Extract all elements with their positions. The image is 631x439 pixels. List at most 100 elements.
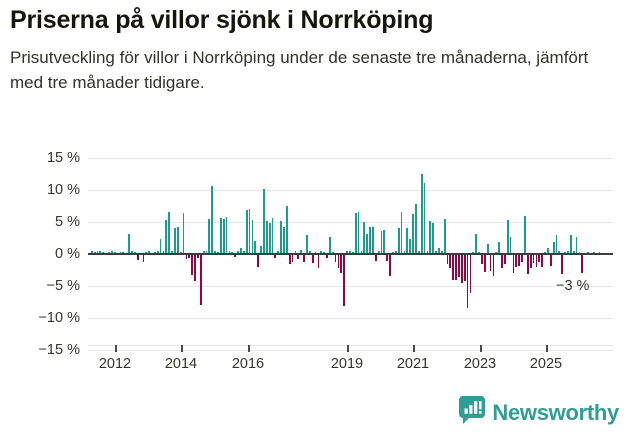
gridline <box>88 190 613 191</box>
x-axis-tick-mark <box>181 345 183 352</box>
x-axis-tick-mark <box>115 345 117 352</box>
bar <box>328 236 331 254</box>
bar <box>219 218 222 254</box>
bar <box>515 254 518 268</box>
bar <box>558 251 561 254</box>
bar <box>438 247 440 254</box>
bar <box>245 209 248 254</box>
bar <box>90 251 93 254</box>
bar <box>343 254 346 307</box>
bar <box>225 216 228 254</box>
bar <box>131 251 133 254</box>
bar <box>285 206 288 254</box>
bar <box>501 254 503 269</box>
bar <box>455 254 457 280</box>
bar <box>389 254 391 277</box>
bar <box>503 254 506 264</box>
bar <box>446 254 449 264</box>
bar <box>357 212 360 254</box>
bar <box>426 251 429 254</box>
x-axis-line <box>88 345 613 346</box>
bar <box>403 250 406 254</box>
bar <box>263 188 265 254</box>
gridline <box>88 222 613 223</box>
bar <box>575 237 578 254</box>
bar <box>458 254 460 278</box>
bar <box>174 227 176 254</box>
bar <box>214 250 216 254</box>
bar <box>96 250 99 254</box>
bar <box>228 251 231 254</box>
bar <box>306 234 308 254</box>
chart-subtitle: Prisutveckling för villor i Norrköping u… <box>10 48 589 92</box>
bar <box>369 227 371 254</box>
bar <box>561 254 564 275</box>
x-axis-tick-label: 2019 <box>330 356 364 372</box>
bar <box>99 251 102 254</box>
bar <box>535 254 538 268</box>
bar <box>483 254 486 272</box>
bar <box>208 219 211 254</box>
bar <box>449 254 452 269</box>
bar <box>372 227 374 254</box>
bar <box>291 254 294 263</box>
bar <box>257 254 260 267</box>
bar <box>492 254 495 276</box>
bar <box>509 236 512 254</box>
newsworthy-wordmark: Newsworthy <box>492 399 619 425</box>
bar <box>280 220 282 254</box>
y-axis-tick-label: 5 % <box>55 213 80 230</box>
x-axis-tick-mark <box>347 345 349 352</box>
bar <box>234 254 237 258</box>
bar <box>294 251 297 254</box>
bar <box>417 251 420 254</box>
bar <box>469 254 472 294</box>
bar <box>386 254 389 262</box>
bar <box>300 250 303 254</box>
bar <box>265 221 268 254</box>
bar <box>254 240 257 254</box>
x-axis-tick-label: 2014 <box>164 356 198 372</box>
bar <box>498 241 500 254</box>
bar <box>380 230 383 254</box>
bar <box>182 213 185 254</box>
bar <box>409 239 412 254</box>
bar <box>162 250 165 254</box>
bar <box>443 219 446 254</box>
bar <box>326 254 328 259</box>
bar <box>283 227 285 254</box>
newsworthy-logo[interactable]: Newsworthy <box>459 396 619 429</box>
x-axis-tick-label: 2016 <box>231 356 265 372</box>
bar <box>349 251 351 254</box>
bar <box>165 220 168 254</box>
bar <box>334 254 337 262</box>
bar <box>363 222 366 254</box>
x-axis-tick-mark <box>480 345 482 352</box>
bar <box>185 254 188 260</box>
bar <box>311 254 314 263</box>
bar <box>237 250 239 254</box>
bar <box>168 211 171 254</box>
bar <box>572 251 575 254</box>
bar <box>532 254 535 263</box>
bar <box>248 209 251 254</box>
bar <box>524 216 526 254</box>
bar <box>297 254 300 260</box>
bar <box>337 254 340 269</box>
bar <box>489 254 492 271</box>
bar <box>199 254 202 306</box>
page-title: Priserna på villor sjönk i Norrköping <box>10 6 434 34</box>
bar <box>142 254 145 262</box>
bar-chart: 15 % 10 % 5 % 0 % −5 % −10 % −15 % 2012 2014 201… <box>0 140 631 395</box>
bar <box>460 254 463 284</box>
bar <box>205 250 208 254</box>
bar <box>222 219 225 254</box>
bar <box>397 228 400 254</box>
y-axis-tick-label: 10 % <box>46 181 80 198</box>
bar <box>277 251 280 254</box>
bar <box>171 251 173 254</box>
bar <box>317 254 320 269</box>
bar <box>567 251 569 254</box>
bar <box>423 182 426 254</box>
bar <box>518 254 521 267</box>
